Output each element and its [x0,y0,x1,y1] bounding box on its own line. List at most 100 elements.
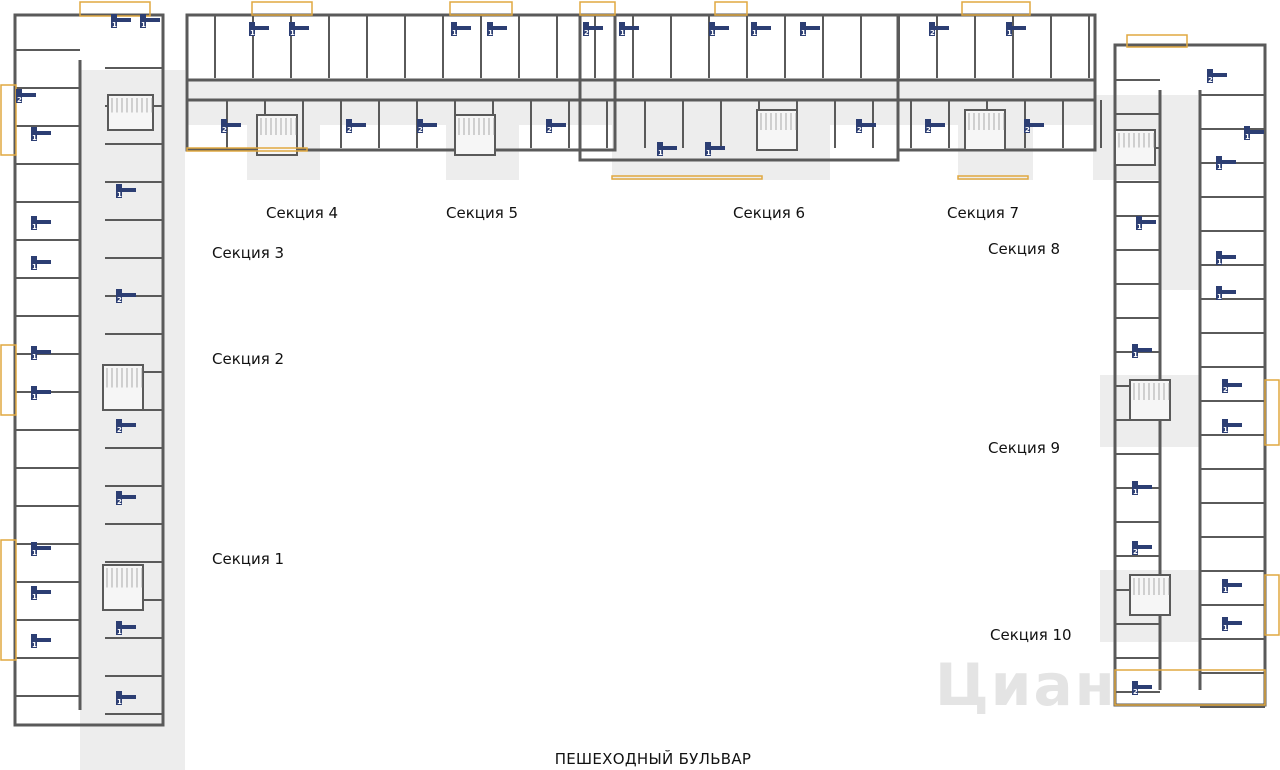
apartment-area-bar [1142,220,1156,224]
apartment-room-count: 1 [1223,624,1228,632]
apartment-area-bar [37,590,51,594]
balcony [957,175,1029,180]
apartment-room-count: 1 [32,223,37,231]
section-label-2: Секция 2 [212,350,285,368]
stair-core [1129,574,1171,616]
apartment-badge [1222,579,1228,593]
apartment-room-count: 1 [1133,351,1138,359]
apartment-room-count: 2 [584,29,589,37]
apartment-room-count: 1 [112,21,117,29]
watermark: Циан [935,651,1117,719]
apartment-badge [1216,286,1222,300]
apartment-badge [1222,419,1228,433]
apartment-badge [140,14,146,28]
apartment-room-count: 1 [32,353,37,361]
apartment-area-bar [122,495,136,499]
balcony [714,1,748,16]
balcony [449,1,513,16]
apartment-badge [111,14,117,28]
apartment-room-count: 2 [547,126,552,134]
apartment-area-bar [1222,160,1236,164]
stair-core [964,109,1006,151]
apartment-area-bar [122,188,136,192]
apartment-badge [116,419,122,433]
section-label-6: Секция 6 [733,204,806,222]
apartment-area-bar [122,423,136,427]
apartment-badge [31,634,37,648]
apartment-area-bar [146,18,160,22]
balcony [611,175,763,180]
apartment-room-count: 1 [710,29,715,37]
apartment-badge [1132,681,1138,695]
corridor [1160,100,1200,290]
wing-outline [185,13,617,152]
balcony [579,1,616,16]
apartment-room-count: 2 [1133,548,1138,556]
apartment-area-bar [757,26,771,30]
apartment-area-bar [552,123,566,127]
apartment-room-count: 1 [117,628,122,636]
apartment-room-count: 2 [418,126,423,134]
balcony [1126,34,1188,48]
apartment-room-count: 2 [117,296,122,304]
apartment-area-bar [1228,383,1242,387]
apartment-room-count: 2 [347,126,352,134]
apartment-area-bar [862,123,876,127]
stair-core [102,564,144,611]
apartment-area-bar [625,26,639,30]
apartment-area-bar [589,26,603,30]
apartment-room-count: 1 [117,191,122,199]
street-label: ПЕШЕХОДНЫЙ БУЛЬВАР [554,750,752,768]
apartment-area-bar [931,123,945,127]
balcony [1264,379,1280,446]
apartment-badge [31,127,37,141]
stair-core [756,109,798,151]
apartment-badge [619,22,625,36]
apartment-area-bar [1012,26,1026,30]
balcony [1264,574,1280,636]
apartment-area-bar [1250,130,1264,134]
apartment-room-count: 2 [222,126,227,134]
section-label-10: Секция 10 [990,626,1072,644]
apartment-area-bar [1228,583,1242,587]
balcony [0,344,17,416]
apartment-badge [116,491,122,505]
apartment-room-count: 1 [1217,163,1222,171]
apartment-area-bar [1222,290,1236,294]
apartment-room-count: 1 [452,29,457,37]
apartment-area-bar [1030,123,1044,127]
apartment-badge [16,89,22,103]
apartment-room-count: 1 [488,29,493,37]
balcony [961,1,1031,16]
balcony [251,1,313,16]
apartment-room-count: 1 [32,593,37,601]
apartment-room-count: 2 [857,126,862,134]
apartment-area-bar [37,220,51,224]
apartment-area-bar [1138,348,1152,352]
stair-core [107,94,154,131]
apartment-area-bar [37,350,51,354]
apartment-badge [1244,126,1250,140]
apartment-badge [289,22,295,36]
apartment-room-count: 2 [1025,126,1030,134]
apartment-badge [249,22,255,36]
apartment-area-bar [37,638,51,642]
apartment-area-bar [1138,545,1152,549]
apartment-badge [417,119,423,133]
apartment-badge [116,621,122,635]
apartment-badge [1024,119,1030,133]
apartment-badge [451,22,457,36]
apartment-badge [546,119,552,133]
apartment-room-count: 2 [930,29,935,37]
apartment-area-bar [1213,73,1227,77]
apartment-badge [1006,22,1012,36]
apartment-badge [31,216,37,230]
apartment-room-count: 1 [32,549,37,557]
apartment-area-bar [37,131,51,135]
wing-outline [13,13,165,727]
apartment-badge [116,184,122,198]
apartment-badge [487,22,493,36]
apartment-room-count: 1 [32,641,37,649]
stair-core [1129,379,1171,421]
